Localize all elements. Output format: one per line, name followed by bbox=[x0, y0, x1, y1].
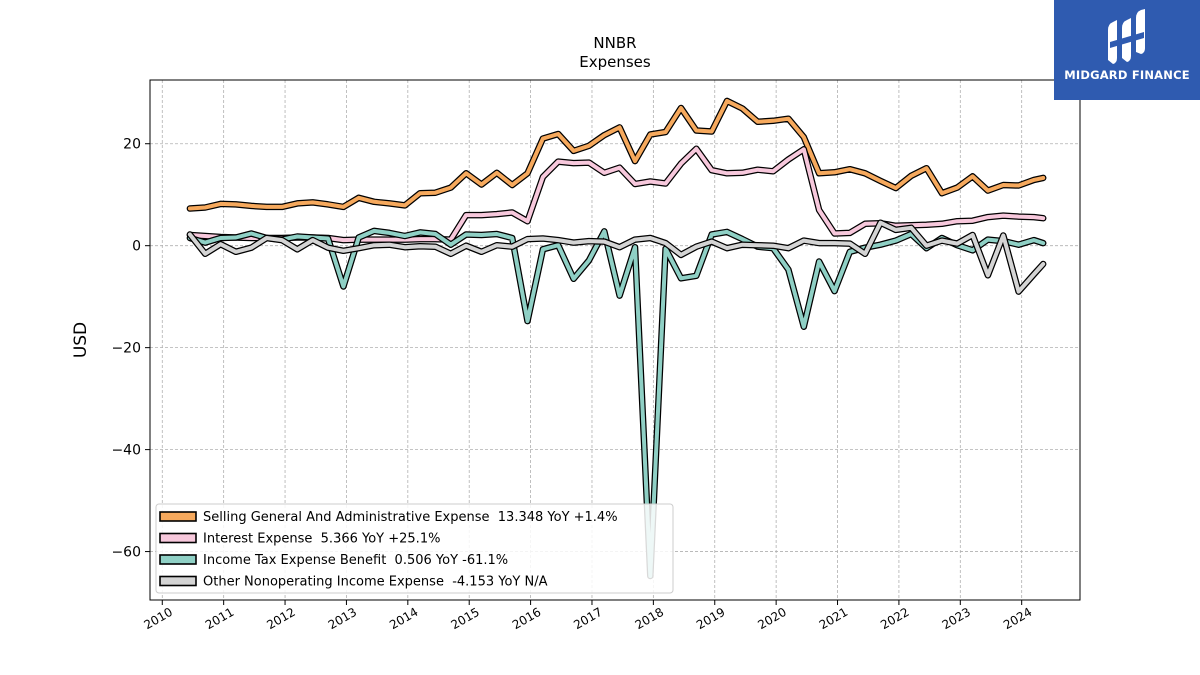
series-4 bbox=[186, 219, 1047, 295]
logo-mark-icon bbox=[1108, 9, 1145, 64]
legend-swatch bbox=[159, 575, 197, 587]
series-layer bbox=[186, 97, 1047, 580]
legend-entry-label: Other Nonoperating Income Expense -4.153… bbox=[203, 575, 548, 590]
series-line bbox=[187, 228, 1046, 578]
x-tick-label: 2017 bbox=[571, 605, 604, 632]
x-tick-label: 2013 bbox=[326, 605, 359, 632]
series-line bbox=[187, 220, 1046, 294]
series-line bbox=[187, 98, 1046, 211]
y-tick-label: 0 bbox=[132, 239, 141, 255]
brand-logo: MIDGARD FINANCE bbox=[1054, 0, 1200, 100]
x-tick-label: 2012 bbox=[264, 605, 297, 632]
legend-swatch bbox=[159, 532, 197, 544]
x-tick-label: 2020 bbox=[755, 605, 788, 632]
y-tick-label: −40 bbox=[111, 443, 141, 459]
x-tick-label: 2019 bbox=[694, 605, 727, 632]
legend-entry-label: Interest Expense 5.366 YoY +25.1% bbox=[203, 532, 440, 547]
legend: Selling General And Administrative Expen… bbox=[155, 503, 674, 594]
y-tick-label: −60 bbox=[111, 545, 141, 561]
legend-box bbox=[155, 503, 674, 594]
x-tick-label: 2024 bbox=[1001, 605, 1034, 632]
x-tick-label: 2022 bbox=[878, 605, 911, 632]
y-tick-label: 20 bbox=[123, 137, 141, 153]
chart-title: NNBR bbox=[593, 34, 636, 52]
y-axis-label: USD bbox=[71, 322, 91, 358]
legend-entry-label: Income Tax Expense Benefit 0.506 YoY -61… bbox=[203, 553, 508, 568]
series-1 bbox=[186, 97, 1047, 212]
legend-entry-label: Selling General And Administrative Expen… bbox=[203, 510, 618, 525]
x-tick-label: 2018 bbox=[633, 605, 666, 632]
x-tick-label: 2016 bbox=[510, 605, 543, 632]
series-line bbox=[187, 146, 1046, 243]
series-3 bbox=[186, 227, 1047, 580]
chart-subtitle: Expenses bbox=[579, 53, 651, 71]
x-tick-label: 2021 bbox=[817, 605, 850, 632]
series-line-outline bbox=[186, 97, 1047, 212]
x-tick-label: 2015 bbox=[448, 605, 481, 632]
legend-swatch bbox=[159, 511, 197, 522]
plot-frame bbox=[149, 79, 1081, 601]
x-tick-label: 2014 bbox=[387, 605, 420, 632]
y-tick-label: −20 bbox=[111, 341, 141, 357]
logo-text: MIDGARD FINANCE bbox=[1064, 68, 1190, 82]
x-tick-label: 2011 bbox=[203, 605, 236, 632]
x-tick-label: 2010 bbox=[142, 605, 175, 632]
legend-swatch bbox=[159, 554, 197, 565]
series-2 bbox=[186, 145, 1047, 244]
x-tick-label: 2023 bbox=[940, 605, 973, 632]
